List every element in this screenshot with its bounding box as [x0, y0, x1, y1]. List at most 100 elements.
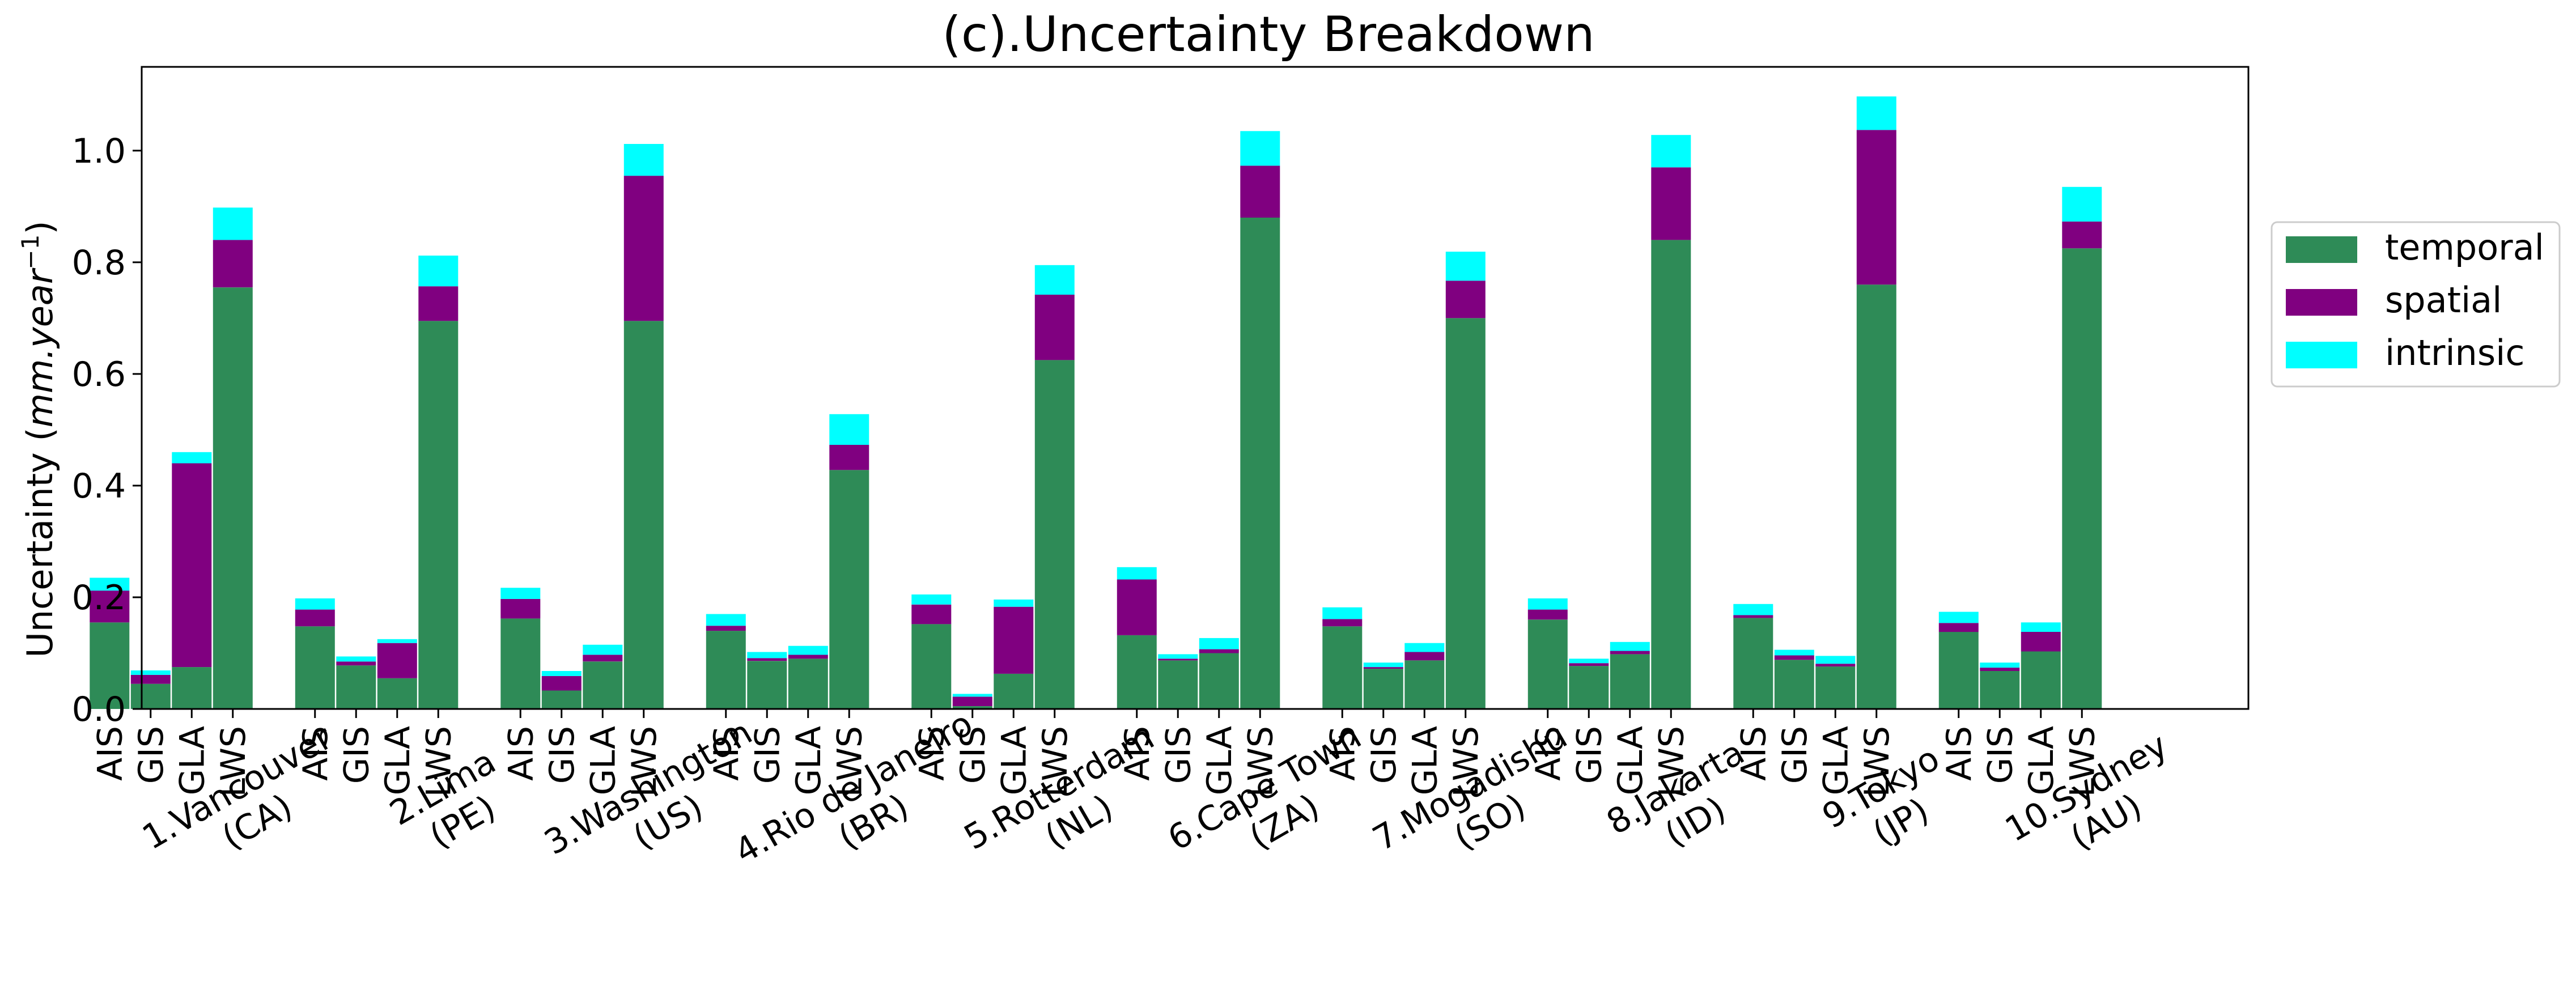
bar-spatial-city7-gla: [1404, 652, 1445, 661]
bar-intrinsic-city6-gla: [1199, 638, 1239, 649]
bar-temporal-city2-ais: [295, 626, 335, 709]
bar-spatial-city3-lws: [623, 176, 664, 321]
y-tick-label: 0.8: [72, 243, 126, 283]
bar-temporal-city5-gis: [952, 706, 992, 709]
bar-temporal-city9-lws: [1856, 284, 1896, 709]
bar-spatial-city9-ais: [1733, 615, 1773, 618]
bar-temporal-city2-lws: [418, 321, 459, 709]
bar-temporal-city2-gla: [377, 678, 417, 709]
bar-spatial-city3-gla: [583, 655, 623, 662]
x-tick-label-gla: GLA: [583, 726, 623, 795]
bar-intrinsic-city4-ais: [706, 614, 746, 626]
bar-intrinsic-city2-gla: [377, 639, 417, 643]
y-axis-label: Uncertainty (mm.year−1): [16, 220, 61, 657]
bar-intrinsic-city8-lws: [1651, 135, 1691, 168]
bar-temporal-city6-gis: [1158, 660, 1198, 709]
bar-intrinsic-city1-gis: [130, 670, 171, 675]
bar-temporal-city8-gla: [1610, 654, 1650, 709]
x-tick-label-gis: GIS: [1775, 726, 1815, 784]
chart-title: (c).Uncertainty Breakdown: [942, 6, 1594, 63]
bars-layer: [90, 96, 2102, 709]
legend: temporal spatial intrinsic: [2271, 221, 2561, 388]
bar-spatial-city2-gis: [336, 661, 376, 666]
bar-intrinsic-city8-gis: [1569, 659, 1609, 664]
bar-spatial-city8-gis: [1569, 663, 1609, 666]
x-tick-label-gis: GIS: [1980, 726, 2020, 784]
x-tick-label-gis: GIS: [131, 726, 171, 784]
bar-temporal-city3-lws: [623, 321, 664, 709]
bar-spatial-city5-ais: [911, 604, 952, 625]
bar-intrinsic-city8-ais: [1527, 598, 1568, 610]
bar-temporal-city6-lws: [1240, 218, 1280, 709]
x-tick-label-gis: GIS: [1569, 726, 1609, 784]
x-tick-label-lws: LWS: [1446, 726, 1486, 797]
bar-spatial-city10-ais: [1938, 623, 1979, 632]
y-tick-label: 0.0: [72, 690, 126, 729]
legend-items: temporal spatial intrinsic: [2286, 227, 2544, 373]
x-tick-label-ais: AIS: [1118, 726, 1157, 781]
bar-spatial-city5-gis: [952, 696, 992, 706]
bar-temporal-city5-lws: [1034, 360, 1075, 709]
bar-spatial-city6-ais: [1117, 579, 1157, 635]
bar-intrinsic-city9-gla: [1815, 656, 1856, 664]
bar-spatial-city10-gla: [2021, 632, 2061, 652]
bar-intrinsic-city9-lws: [1856, 96, 1896, 130]
legend-swatch-spatial: [2286, 289, 2357, 316]
y-axis-label-text: Uncertainty (: [19, 427, 61, 657]
legend-swatch-intrinsic: [2286, 342, 2357, 368]
x-tick-label-ais: AIS: [1940, 726, 1979, 781]
bar-temporal-city8-gis: [1569, 666, 1609, 709]
bar-temporal-city7-lws: [1445, 318, 1486, 709]
bar-temporal-city3-gla: [583, 661, 623, 709]
bar-intrinsic-city10-ais: [1938, 611, 1979, 623]
bar-temporal-city7-gla: [1404, 660, 1445, 709]
bar-intrinsic-city7-gla: [1404, 643, 1445, 652]
bar-spatial-city4-gla: [788, 655, 828, 659]
x-tick-label-gis: GIS: [953, 726, 993, 784]
bar-spatial-city4-ais: [706, 626, 746, 631]
y-tick-label: 0.2: [72, 578, 126, 618]
bar-spatial-city1-gla: [172, 463, 212, 668]
bar-spatial-city8-ais: [1527, 609, 1568, 620]
y-tick-label: 0.6: [72, 355, 126, 394]
plot-frame: [141, 66, 2250, 710]
x-tick-label-gis: GIS: [1158, 726, 1198, 784]
bar-spatial-city7-lws: [1445, 281, 1486, 318]
bar-temporal-city4-ais: [706, 631, 746, 709]
bar-temporal-city10-gis: [1980, 671, 2020, 709]
x-tick-label-gla: GLA: [1611, 726, 1650, 795]
bar-temporal-city4-gla: [788, 659, 828, 709]
bar-temporal-city1-gis: [130, 683, 171, 709]
bar-temporal-city5-gla: [994, 673, 1034, 709]
bar-spatial-city10-lws: [2062, 221, 2102, 249]
bar-spatial-city4-lws: [829, 445, 869, 470]
bar-intrinsic-city3-gla: [583, 644, 623, 655]
bar-spatial-city3-ais: [500, 598, 541, 619]
y-tick-label: 0.4: [72, 466, 126, 506]
bar-spatial-city5-lws: [1034, 295, 1075, 360]
bar-intrinsic-city3-ais: [500, 588, 541, 599]
y-tick-label: 1.0: [72, 131, 126, 171]
bar-temporal-city1-gla: [172, 667, 212, 709]
x-tick-label-lws: LWS: [1857, 726, 1897, 797]
bar-spatial-city7-ais: [1322, 619, 1363, 627]
x-tick-label-gla: GLA: [1816, 726, 1856, 795]
bar-intrinsic-city5-ais: [911, 594, 952, 605]
bar-temporal-city3-ais: [500, 618, 541, 709]
bar-intrinsic-city5-gis: [952, 694, 992, 697]
x-tick-label-lws: LWS: [2063, 726, 2102, 797]
bar-intrinsic-city2-lws: [418, 256, 459, 287]
bar-intrinsic-city3-lws: [623, 144, 664, 176]
bar-intrinsic-city6-lws: [1240, 131, 1280, 166]
bar-temporal-city5-ais: [911, 624, 952, 709]
bar-intrinsic-city1-gla: [172, 452, 212, 464]
bar-spatial-city3-gis: [541, 676, 582, 691]
bar-temporal-city4-lws: [829, 470, 869, 709]
bar-intrinsic-city7-lws: [1445, 252, 1486, 281]
bar-temporal-city9-gla: [1815, 666, 1856, 709]
bar-intrinsic-city7-ais: [1322, 607, 1363, 619]
bar-temporal-city6-gla: [1199, 653, 1239, 709]
bar-intrinsic-city10-gis: [1980, 662, 2020, 668]
bar-spatial-city2-lws: [418, 286, 459, 321]
